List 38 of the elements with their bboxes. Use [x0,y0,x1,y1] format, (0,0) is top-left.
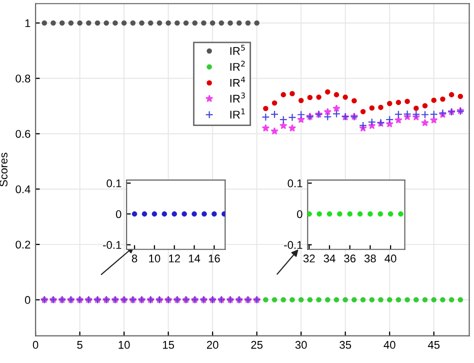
x-tick-label: 40 [384,340,396,349]
x-tick-label: 12 [169,254,180,262]
x-tick-label: 38 [364,254,376,262]
x-tick-label: 5 [77,341,82,349]
y-tick-label: 0 [24,296,30,304]
x-tick-label: 16 [208,254,220,262]
y-tick-label: 0.6 [16,130,30,138]
y-tick-label: 0.1 [288,179,302,188]
legend-label: IR$^{4}$ [230,76,246,87]
y-tick-label: 0.2 [16,240,30,249]
y-tick-label: 0 [116,210,122,218]
x-tick-label: 32 [303,254,315,262]
x-tick-label: 10 [118,340,130,349]
legend-label: IR$^{3}$ [230,92,245,103]
x-tick-label: 14 [188,254,200,262]
legend-label: IR$^{1}$ [230,108,245,118]
x-tick-label: 8 [132,254,138,262]
x-tick-label: 34 [324,254,336,262]
x-tick-label: 20 [206,340,218,349]
y-tick-label: 0 [297,210,302,218]
y-tick-label: 0.8 [16,74,30,82]
y-tick-label: 1 [25,19,30,28]
x-tick-label: 15 [162,341,174,349]
x-tick-label: 30 [295,340,307,349]
x-tick-label: 40 [384,254,396,262]
y-tick-label: -0.1 [103,241,122,249]
x-tick-label: 35 [340,340,352,349]
legend-label: IR$^{2}$ [230,60,245,71]
x-tick-label: 0 [32,340,38,349]
x-tick-label: 10 [149,254,160,262]
x-tick-label: 25 [251,340,263,349]
y-tick-label: 0.4 [16,185,30,194]
y-tick-label: -0.1 [284,241,302,249]
legend-label: IR$^{5}$ [230,44,245,55]
x-tick-label: 36 [344,254,356,262]
y-tick-label: 0.1 [106,179,122,188]
y-axis-title: Scores [0,152,8,186]
x-tick-label: 45 [428,341,440,349]
